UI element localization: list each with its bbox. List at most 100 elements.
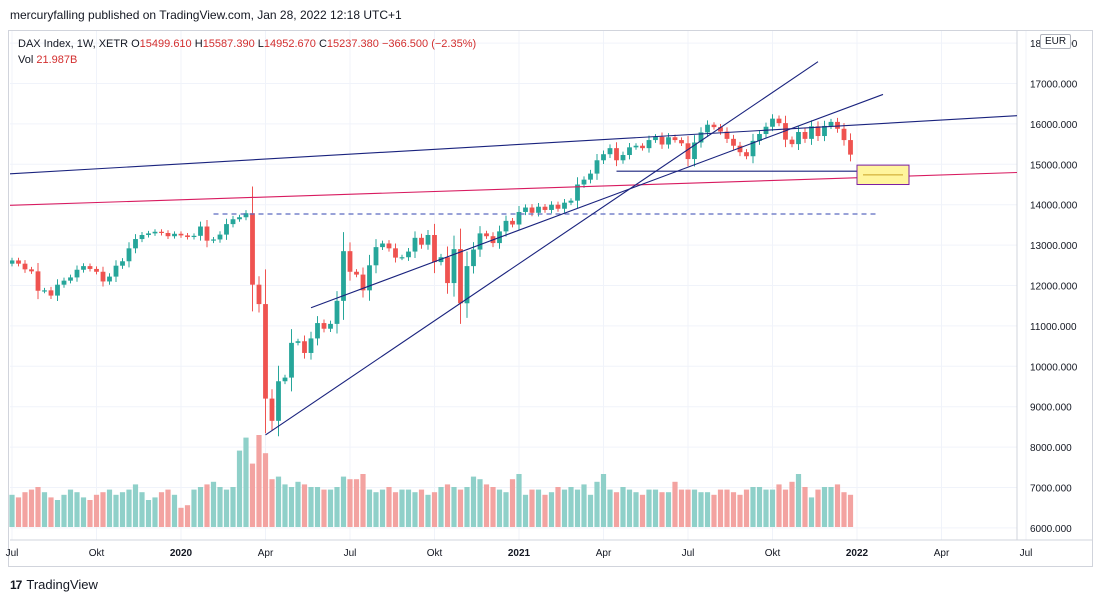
candle-body[interactable] (87, 266, 93, 269)
candle-body[interactable] (789, 139, 795, 145)
candle-body[interactable] (29, 269, 34, 272)
trendline[interactable] (310, 93, 884, 309)
candle-body[interactable] (529, 207, 535, 213)
candle-body[interactable] (770, 118, 775, 127)
candle-body[interactable] (614, 148, 619, 161)
candle-body[interactable] (107, 276, 112, 282)
trendline[interactable] (0, 168, 1100, 206)
candle-body[interactable] (386, 243, 392, 249)
candle-body[interactable] (321, 323, 327, 329)
candle-body[interactable] (737, 145, 743, 153)
currency-button[interactable]: EUR (1040, 34, 1072, 49)
candle-body[interactable] (757, 134, 762, 141)
candle-body[interactable] (302, 341, 307, 353)
candle-body[interactable] (432, 235, 437, 263)
candle-body[interactable] (672, 137, 678, 141)
candle-body[interactable] (471, 249, 476, 267)
candle-body[interactable] (523, 207, 528, 212)
candle-body[interactable] (848, 140, 853, 155)
candle-body[interactable] (802, 131, 808, 139)
candle-body[interactable] (724, 131, 730, 139)
candle-body[interactable] (588, 173, 593, 180)
candle-body[interactable] (744, 152, 749, 157)
candle-body[interactable] (425, 235, 431, 245)
candle-body[interactable] (61, 280, 67, 285)
candle-body[interactable] (718, 127, 723, 132)
candle-body[interactable] (289, 342, 294, 378)
candle-body[interactable] (35, 271, 41, 291)
candle-body[interactable] (367, 265, 372, 291)
candle-body[interactable] (510, 220, 515, 225)
candle-body[interactable] (841, 128, 847, 141)
candle-body[interactable] (347, 251, 353, 272)
candle-body[interactable] (750, 140, 756, 157)
candle-body[interactable] (711, 124, 717, 128)
candle-body[interactable] (191, 235, 197, 238)
candle-body[interactable] (679, 140, 684, 144)
candle-body[interactable] (256, 284, 262, 305)
candle-body[interactable] (373, 247, 379, 266)
candle-body[interactable] (380, 243, 385, 248)
candle-body[interactable] (776, 118, 782, 124)
candle-body[interactable] (594, 160, 600, 174)
candle-body[interactable] (217, 234, 223, 240)
candle-body[interactable] (172, 233, 177, 237)
trendline[interactable] (0, 107, 1100, 175)
candle-body[interactable] (360, 274, 366, 291)
candle-body[interactable] (341, 251, 346, 301)
candle-body[interactable] (601, 154, 606, 161)
candle-body[interactable] (42, 290, 47, 292)
candle-body[interactable] (575, 184, 580, 201)
candle-body[interactable] (705, 124, 710, 133)
candle-body[interactable] (828, 121, 834, 126)
candle-body[interactable] (81, 266, 86, 270)
candle-body[interactable] (646, 140, 652, 149)
candle-body[interactable] (627, 147, 632, 156)
candle-body[interactable] (399, 257, 405, 259)
trendline[interactable] (265, 61, 819, 436)
candle-body[interactable] (815, 126, 821, 137)
candle-body[interactable] (276, 381, 281, 421)
candle-body[interactable] (653, 136, 658, 141)
candle-body[interactable] (835, 121, 840, 129)
candle-body[interactable] (308, 338, 314, 353)
candle-body[interactable] (100, 271, 106, 282)
tradingview-brand[interactable]: 17 TradingView (10, 577, 98, 592)
candle-body[interactable] (692, 142, 697, 160)
candle-body[interactable] (120, 261, 125, 266)
candle-body[interactable] (48, 290, 54, 296)
candle-body[interactable] (133, 239, 138, 249)
candle-body[interactable] (607, 148, 613, 155)
candle-body[interactable] (536, 206, 541, 213)
candle-body[interactable] (113, 265, 119, 277)
candle-body[interactable] (22, 263, 28, 270)
candle-body[interactable] (458, 249, 463, 304)
candle-body[interactable] (334, 300, 340, 324)
candle-body[interactable] (659, 136, 665, 145)
candle-body[interactable] (484, 233, 489, 237)
candle-body[interactable] (419, 237, 424, 245)
candle-body[interactable] (640, 145, 645, 149)
candle-body[interactable] (809, 126, 814, 139)
candle-body[interactable] (139, 235, 145, 240)
candle-body[interactable] (633, 145, 639, 148)
candle-body[interactable] (126, 248, 132, 262)
candle-body[interactable] (237, 217, 242, 220)
candle-body[interactable] (796, 131, 801, 145)
candle-body[interactable] (685, 143, 691, 160)
candle-body[interactable] (549, 204, 554, 210)
candle-body[interactable] (393, 248, 398, 258)
candle-body[interactable] (269, 398, 275, 421)
candle-body[interactable] (198, 226, 203, 236)
candle-body[interactable] (152, 231, 158, 234)
candle-body[interactable] (445, 257, 450, 284)
candle-body[interactable] (159, 231, 164, 233)
candle-body[interactable] (204, 226, 210, 241)
candle-body[interactable] (822, 125, 827, 137)
candle-body[interactable] (16, 260, 21, 264)
candle-body[interactable] (10, 260, 15, 264)
candle-body[interactable] (282, 377, 288, 382)
candle-body[interactable] (503, 220, 509, 232)
candle-body[interactable] (412, 237, 418, 252)
